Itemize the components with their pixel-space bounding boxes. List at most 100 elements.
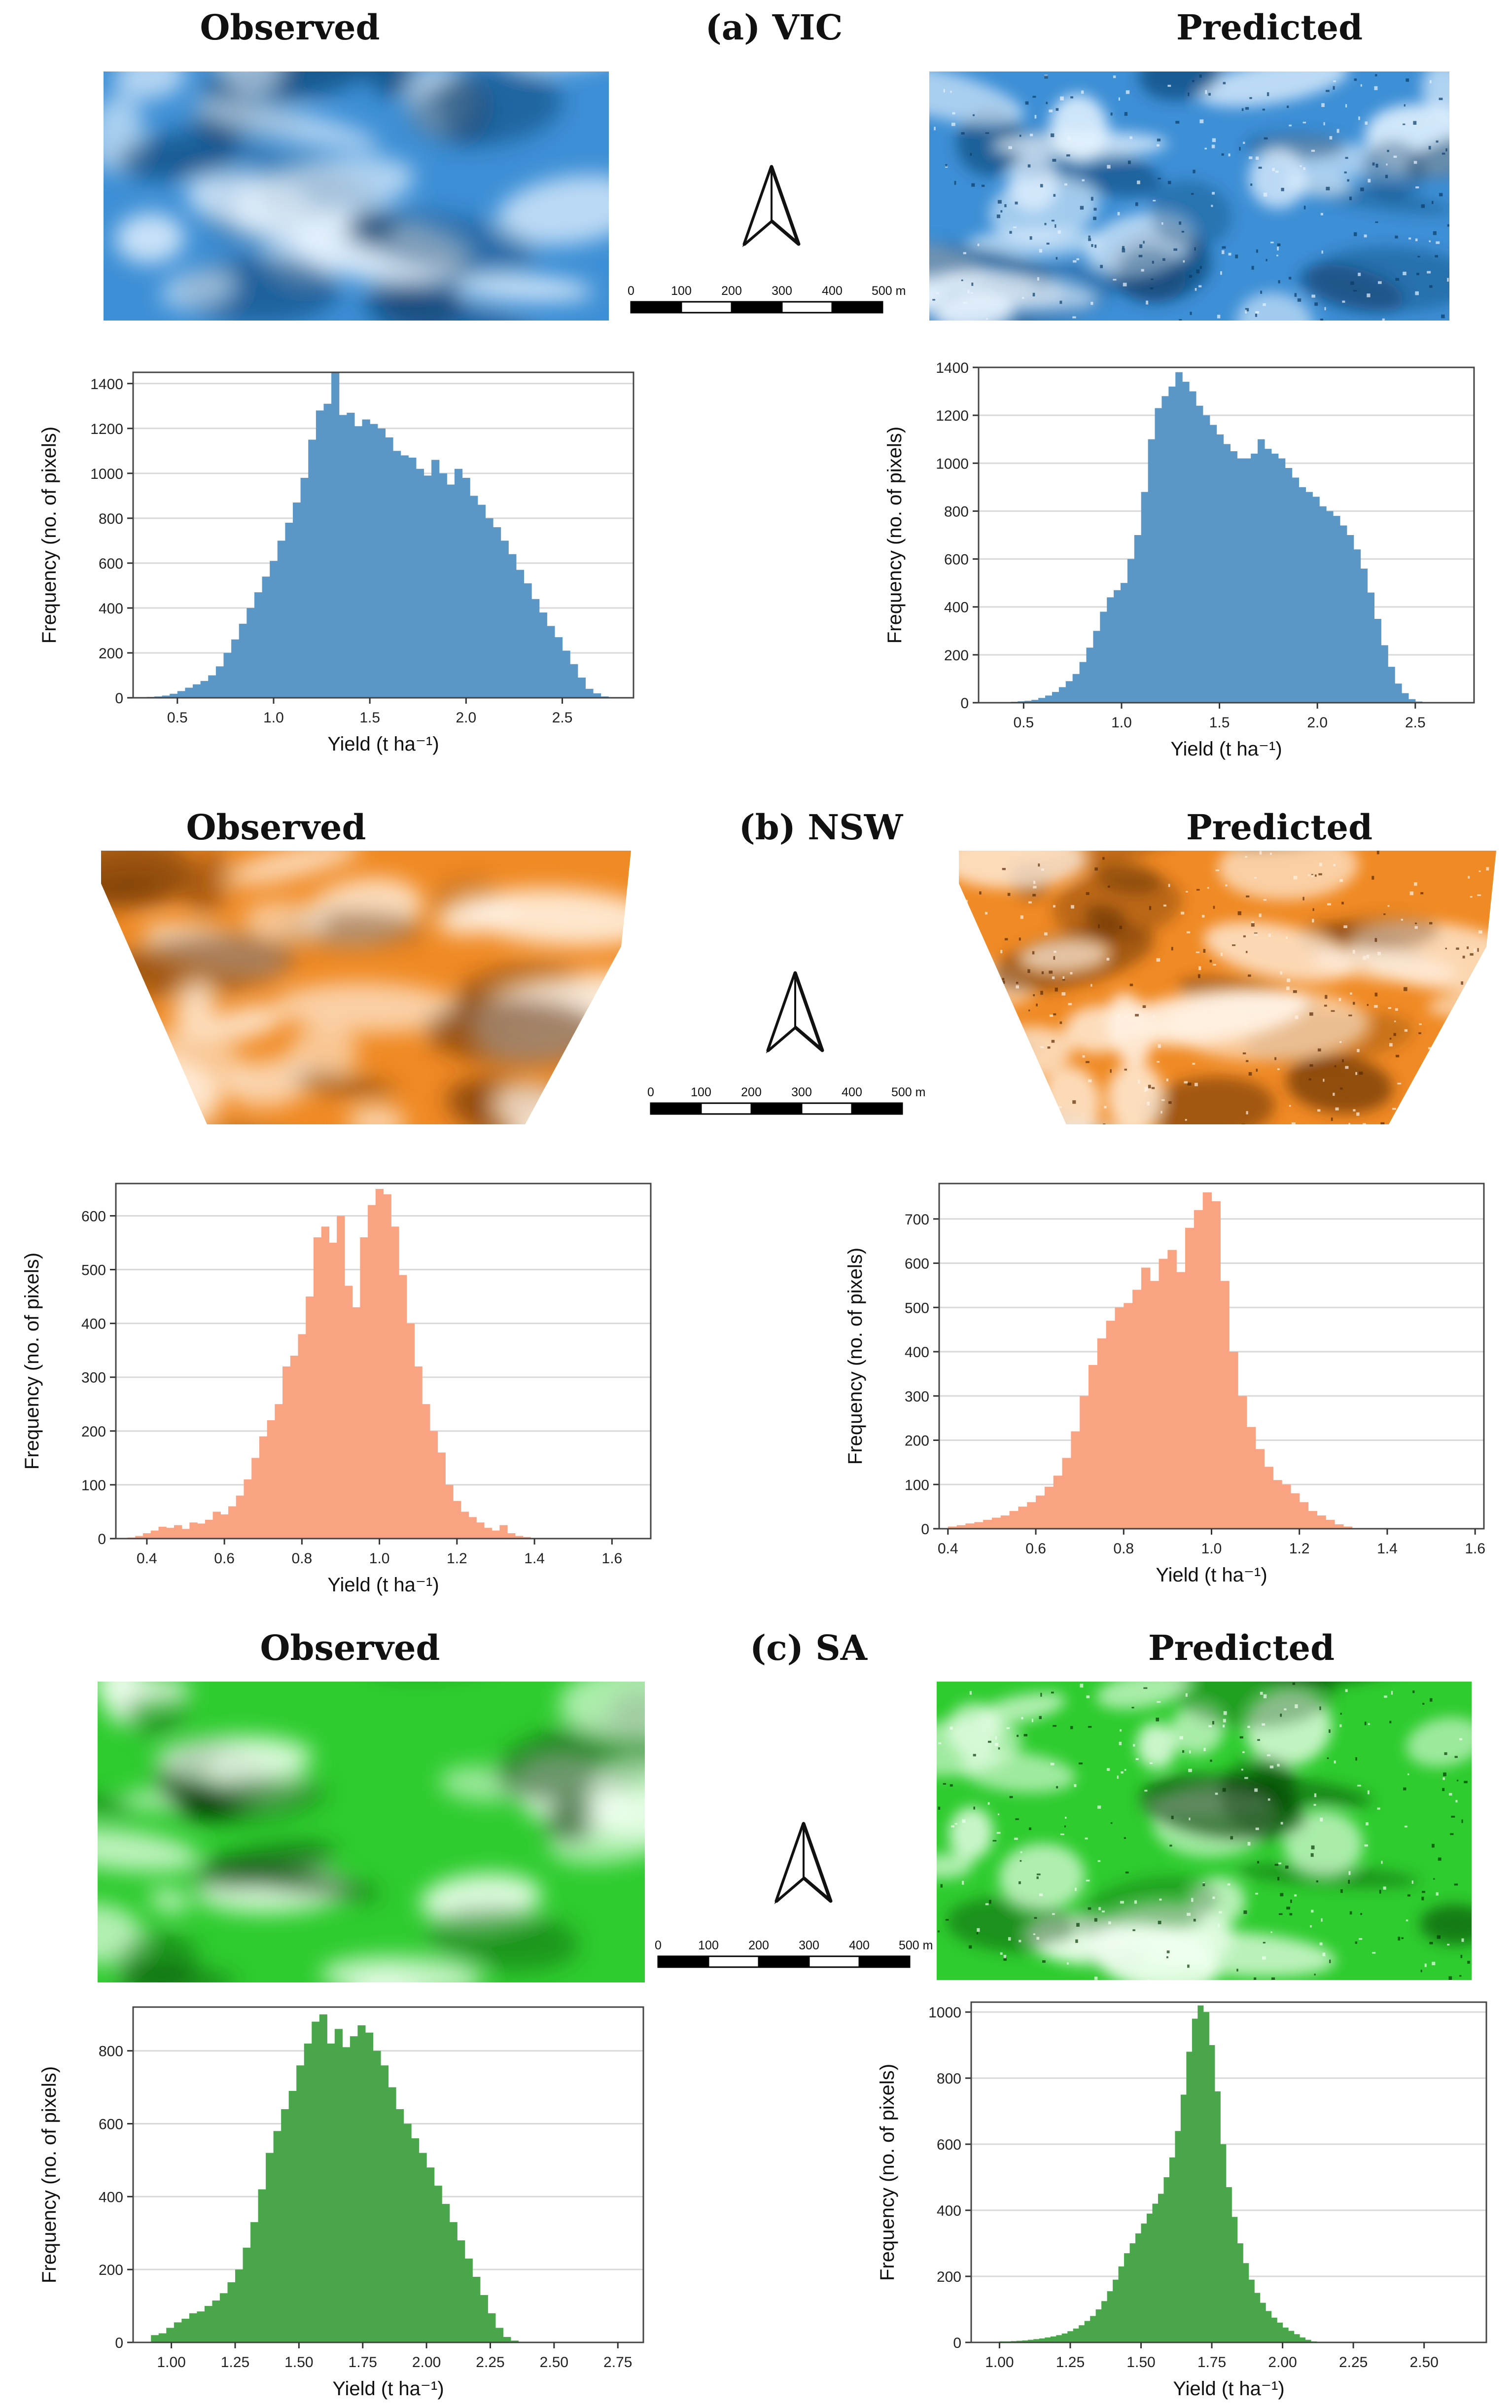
map-blob	[947, 1702, 1002, 1758]
histogram-bar	[231, 639, 240, 698]
map-speckle	[1032, 292, 1035, 297]
map-speckle	[1052, 976, 1055, 979]
map-speckle	[1086, 1061, 1090, 1063]
histogram-bar	[1155, 408, 1162, 703]
map-speckle	[1436, 1892, 1439, 1896]
map-speckle	[1263, 1941, 1266, 1943]
histogram-bar	[1158, 2193, 1164, 2342]
y-tick-label: 1400	[936, 360, 969, 376]
map-blob	[381, 294, 543, 321]
map-speckle	[1057, 1106, 1062, 1109]
map-speckle	[1317, 1109, 1321, 1112]
map-speckle	[1094, 867, 1098, 871]
x-tick-label: 2.0	[1307, 715, 1328, 731]
map-blob	[929, 72, 1024, 125]
map-speckle	[1430, 1698, 1433, 1702]
map-speckle	[1086, 892, 1090, 895]
map-speckle	[1046, 243, 1050, 245]
map-speckle	[1471, 1102, 1474, 1105]
map-speckle	[1360, 187, 1364, 191]
map-speckle	[1050, 1762, 1055, 1765]
map-speckle	[1339, 879, 1343, 882]
map-speckle	[1255, 311, 1259, 314]
map-speckle	[1387, 905, 1390, 907]
histogram-bar	[1194, 1210, 1203, 1529]
map-speckle	[1249, 156, 1253, 159]
map-speckle	[1393, 1033, 1396, 1036]
map-speckle	[1080, 206, 1084, 210]
map-speckle	[1186, 931, 1191, 934]
histogram-bar	[1056, 2335, 1062, 2342]
map-speckle	[1198, 966, 1201, 970]
map-speckle	[1461, 981, 1464, 985]
map-blob	[346, 211, 397, 246]
map-speckle	[973, 1806, 976, 1810]
histogram-bar	[1045, 695, 1053, 703]
histogram-bar	[1333, 516, 1340, 703]
histogram-bar	[215, 666, 224, 698]
map-speckle	[1195, 288, 1197, 291]
map-speckle	[1468, 876, 1470, 879]
map-speckle	[1129, 136, 1132, 139]
histogram-bar	[1339, 525, 1347, 703]
map-speckle	[1102, 857, 1105, 860]
sa-north-arrow-icon	[774, 1822, 833, 1905]
map-speckle	[985, 912, 988, 915]
map-speckle	[1477, 948, 1479, 952]
map-speckle	[960, 907, 964, 909]
map-speckle	[1339, 1724, 1342, 1727]
map-speckle	[945, 1919, 949, 1921]
histogram-bar	[1027, 2339, 1034, 2342]
map-speckle	[1185, 891, 1188, 893]
x-tick-label: 0.5	[167, 710, 188, 726]
map-speckle	[1295, 1704, 1298, 1709]
map-speckle	[1263, 303, 1266, 306]
map-speckle	[1309, 1012, 1313, 1016]
map-speckle	[1039, 1893, 1043, 1897]
histogram-bar	[158, 2333, 167, 2342]
histogram-bar	[1346, 535, 1354, 703]
map-speckle	[1470, 896, 1473, 898]
map-speckle	[1088, 1907, 1091, 1910]
map-speckle	[1266, 259, 1267, 261]
map-speckle	[1462, 1013, 1467, 1018]
map-speckle	[1000, 998, 1004, 1003]
map-speckle	[964, 1013, 967, 1017]
map-speckle	[1244, 1777, 1248, 1779]
scale-segment	[750, 1102, 803, 1115]
map-speckle	[1466, 1120, 1470, 1124]
map-speckle	[1349, 196, 1352, 200]
histogram-bar	[1100, 611, 1107, 703]
map-speckle	[1059, 300, 1062, 304]
map-speckle	[1220, 271, 1222, 275]
histogram-bar	[476, 1522, 485, 1539]
map-speckle	[1354, 78, 1357, 81]
map-speckle	[1152, 260, 1154, 264]
histogram-bar	[965, 1523, 975, 1529]
map-speckle	[1125, 1871, 1129, 1874]
x-tick-label: 2.5	[1405, 715, 1426, 731]
map-speckle	[1302, 121, 1306, 124]
histogram-bar	[429, 1431, 438, 1539]
map-speckle	[1271, 1977, 1275, 1980]
map-speckle	[1167, 84, 1171, 87]
map-speckle	[1098, 924, 1100, 929]
map-speckle	[1450, 1833, 1454, 1835]
panel-c-predicted-title: Predicted	[1148, 1627, 1335, 1668]
histogram-bar	[344, 1286, 353, 1539]
map-speckle	[1161, 222, 1163, 225]
map-speckle	[1451, 1816, 1455, 1818]
scale-label: 500 m	[899, 1939, 933, 1952]
map-speckle	[1149, 906, 1152, 910]
map-blob	[437, 895, 516, 935]
map-speckle	[1188, 92, 1190, 96]
x-axis-label: Yield (t ha⁻¹)	[1170, 738, 1282, 760]
map-speckle	[1000, 950, 1003, 953]
y-tick-label: 300	[81, 1370, 106, 1386]
map-speckle	[1395, 278, 1400, 281]
map-speckle	[1213, 905, 1215, 909]
map-speckle	[1456, 947, 1459, 950]
map-blob	[937, 1854, 973, 1879]
map-speckle	[1336, 129, 1339, 133]
map-speckle	[1055, 224, 1056, 228]
